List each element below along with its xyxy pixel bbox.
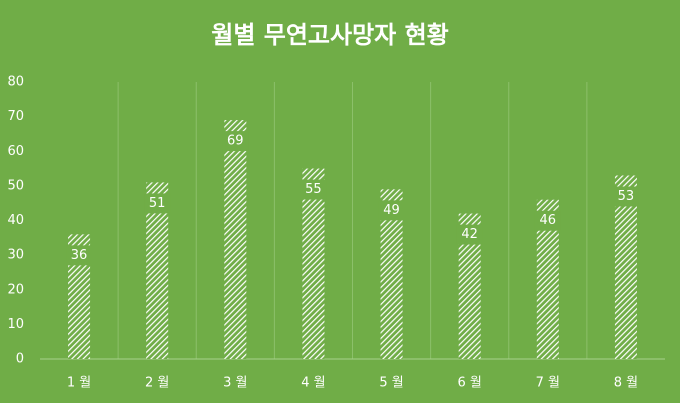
- bar: [68, 234, 91, 359]
- x-tick-label: 4 월: [301, 376, 325, 391]
- x-tick-label: 1 월: [67, 376, 91, 391]
- y-tick-label: 0: [16, 352, 24, 367]
- x-tick-label: 5 월: [379, 376, 403, 391]
- y-tick-label: 70: [7, 109, 24, 124]
- bar: [536, 199, 559, 359]
- x-tick-label: 6 월: [458, 376, 482, 391]
- x-tick-label: 7 월: [536, 376, 560, 391]
- data-label-box: [534, 210, 561, 231]
- y-tick-label: 60: [7, 144, 24, 159]
- data-label-box: [300, 179, 327, 200]
- data-label: 36: [71, 248, 88, 263]
- x-tick-label: 2 월: [145, 376, 169, 391]
- bar: [224, 120, 247, 360]
- y-tick-label: 20: [7, 282, 24, 297]
- data-label: 69: [227, 134, 244, 149]
- y-tick-label: 80: [7, 75, 24, 90]
- bar: [146, 182, 169, 359]
- x-tick-label: 8 월: [614, 376, 638, 391]
- data-label-box: [222, 131, 249, 152]
- data-label: 53: [618, 189, 635, 204]
- data-label: 51: [149, 196, 166, 211]
- y-tick-label: 10: [7, 317, 24, 332]
- data-label: 46: [540, 213, 557, 228]
- data-label-box: [144, 193, 171, 214]
- bar: [302, 168, 325, 359]
- bar: [458, 213, 481, 359]
- y-tick-label: 50: [7, 178, 24, 193]
- data-label: 42: [461, 227, 478, 242]
- chart-title: 월별 무연고사망자 현황: [211, 21, 449, 49]
- data-label: 55: [305, 182, 322, 197]
- data-label-box: [378, 200, 405, 221]
- y-tick-label: 30: [7, 248, 24, 263]
- data-label-box: [66, 245, 93, 266]
- data-label: 49: [383, 203, 400, 218]
- bar: [380, 189, 403, 359]
- data-label-box: [612, 186, 639, 207]
- y-tick-label: 40: [7, 213, 24, 228]
- bar: [614, 175, 637, 359]
- x-tick-label: 3 월: [223, 376, 247, 391]
- data-label-box: [456, 224, 483, 245]
